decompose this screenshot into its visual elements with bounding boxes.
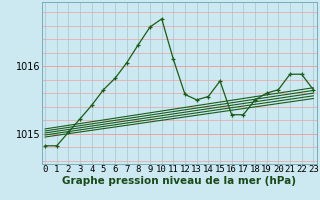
X-axis label: Graphe pression niveau de la mer (hPa): Graphe pression niveau de la mer (hPa) bbox=[62, 176, 296, 186]
